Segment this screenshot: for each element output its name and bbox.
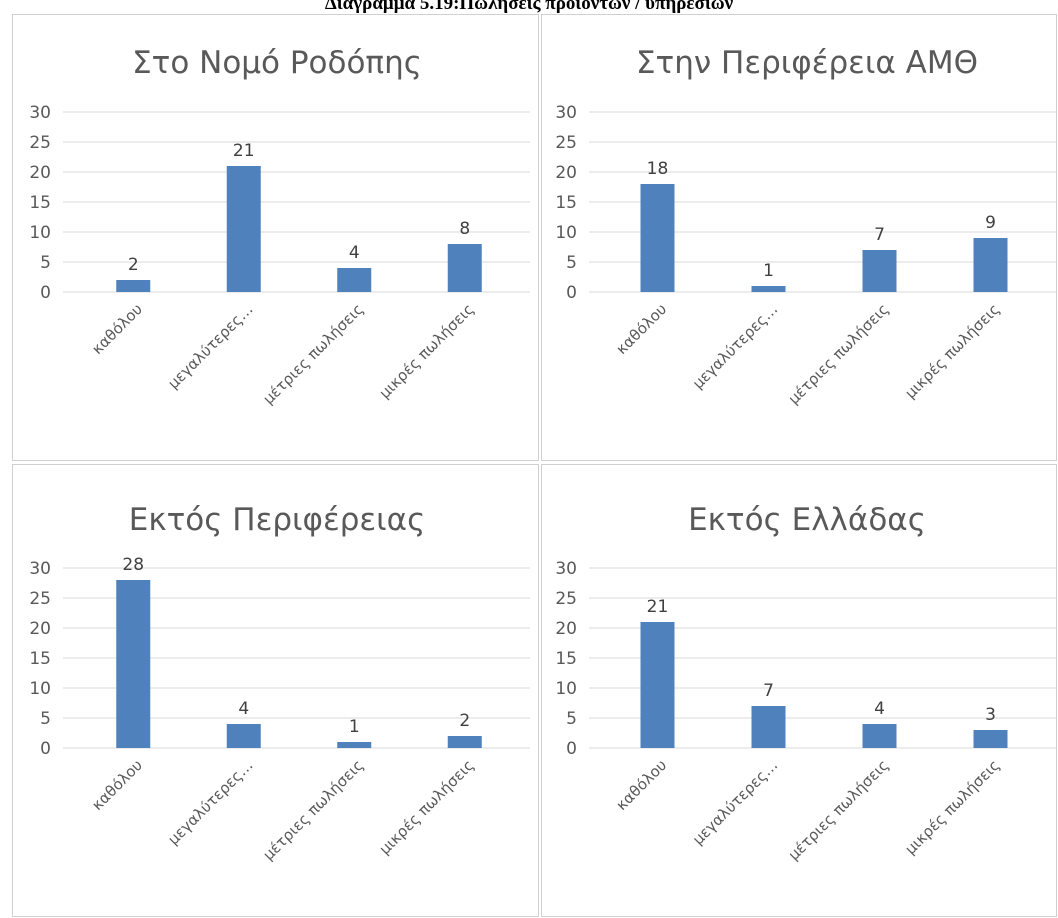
y-tick-label: 10 <box>555 679 577 699</box>
y-tick-label: 15 <box>555 649 577 669</box>
bar <box>973 730 1008 748</box>
bar <box>751 706 786 748</box>
category-label: καθόλου <box>88 756 146 814</box>
data-label: 21 <box>647 597 669 617</box>
chart-title: Στην Περιφέρεια ΑΜΘ <box>636 45 978 81</box>
category-label: μεγαλύτερες… <box>689 300 781 392</box>
data-label: 4 <box>874 699 885 719</box>
category-label: μέτριες πωλήσεις <box>259 756 367 864</box>
y-tick-label: 5 <box>566 709 577 729</box>
data-label: 3 <box>985 705 996 725</box>
data-label: 1 <box>349 717 360 737</box>
bar <box>862 724 897 748</box>
chart-title: Εκτός Ελλάδας <box>688 502 926 538</box>
chart-panel-outside-greece: Εκτός Ελλάδας 0 5 10 15 20 25 30 21 καθόλου 7 μεγαλ… <box>541 464 1057 917</box>
data-label: 1 <box>763 261 774 281</box>
y-tick-label: 10 <box>29 679 51 699</box>
data-label: 28 <box>122 555 144 575</box>
data-label: 18 <box>647 159 669 179</box>
bar <box>447 736 482 748</box>
chart-panel-amth: Στην Περιφέρεια ΑΜΘ 0 5 10 15 20 25 30 18 καθόλου… <box>541 14 1057 461</box>
data-label: 4 <box>349 243 360 263</box>
bar <box>973 238 1008 292</box>
data-label: 7 <box>874 225 885 245</box>
data-label: 21 <box>233 141 255 161</box>
chart-svg: Εκτός Περιφέρειας 0 5 10 15 20 25 30 28 καθόλου 4 μ… <box>29 502 530 864</box>
y-tick-label: 5 <box>566 253 577 273</box>
bar <box>447 244 482 292</box>
bar <box>751 286 786 292</box>
y-tick-label: 0 <box>40 283 51 303</box>
y-tick-label: 25 <box>555 133 577 153</box>
category-label: μέτριες πωλήσεις <box>785 300 893 408</box>
y-tick-label: 20 <box>29 619 51 639</box>
chart-svg: Εκτός Ελλάδας 0 5 10 15 20 25 30 21 καθόλου 7 μεγαλ… <box>555 502 1056 864</box>
chart-panel-outside-region: Εκτός Περιφέρειας 0 5 10 15 20 25 30 28 καθόλου 4 μ… <box>12 464 539 917</box>
page-title: Διάγραμμα 5.19:Πωλήσεις προϊόντων / υπηρ… <box>324 0 734 14</box>
bar <box>226 724 261 748</box>
category-label: μικρές πωλήσεις <box>376 300 478 402</box>
bar <box>337 742 372 748</box>
y-tick-label: 5 <box>40 709 51 729</box>
bar <box>640 622 675 748</box>
category-label: μικρές πωλήσεις <box>901 300 1003 402</box>
y-tick-label: 30 <box>555 559 577 579</box>
y-tick-label: 5 <box>40 253 51 273</box>
chart-svg: Στο Νομό Ροδόπης 0 5 10 15 20 25 30 2 καθόλου 21 με… <box>29 45 530 408</box>
bar <box>337 268 372 292</box>
data-label: 9 <box>985 213 996 233</box>
category-label: μικρές πωλήσεις <box>376 756 478 858</box>
category-label: μεγαλύτερες… <box>689 756 781 848</box>
bar <box>862 250 897 292</box>
chart-svg: Στην Περιφέρεια ΑΜΘ 0 5 10 15 20 25 30 18 καθόλου… <box>555 45 1056 408</box>
y-tick-label: 0 <box>40 739 51 759</box>
chart-title: Εκτός Περιφέρειας <box>129 502 426 538</box>
data-label: 4 <box>238 699 249 719</box>
bar <box>640 184 675 292</box>
y-tick-label: 15 <box>29 649 51 669</box>
y-tick-label: 25 <box>29 589 51 609</box>
category-label: καθόλου <box>612 300 670 358</box>
category-label: καθόλου <box>88 300 146 358</box>
category-label: μέτριες πωλήσεις <box>785 756 893 864</box>
category-label: καθόλου <box>612 756 670 814</box>
y-tick-label: 25 <box>29 133 51 153</box>
y-tick-label: 20 <box>555 163 577 183</box>
y-tick-label: 30 <box>29 103 51 123</box>
y-tick-label: 15 <box>555 193 577 213</box>
y-tick-label: 20 <box>555 619 577 639</box>
category-label: μέτριες πωλήσεις <box>259 300 367 408</box>
y-tick-label: 30 <box>29 559 51 579</box>
chart-title: Στο Νομό Ροδόπης <box>132 45 422 81</box>
y-tick-label: 10 <box>29 223 51 243</box>
y-tick-label: 20 <box>29 163 51 183</box>
category-label: μικρές πωλήσεις <box>901 756 1003 858</box>
y-tick-label: 0 <box>566 739 577 759</box>
data-label: 7 <box>763 681 774 701</box>
y-tick-label: 25 <box>555 589 577 609</box>
bar <box>116 580 151 748</box>
bar <box>226 166 261 292</box>
y-tick-label: 15 <box>29 193 51 213</box>
y-tick-label: 10 <box>555 223 577 243</box>
y-tick-label: 0 <box>566 283 577 303</box>
data-label: 8 <box>459 219 470 239</box>
bar <box>116 280 151 292</box>
category-label: μεγαλύτερες… <box>164 756 256 848</box>
category-label: μεγαλύτερες… <box>164 300 256 392</box>
data-label: 2 <box>459 711 470 731</box>
chart-panel-rodopi: Στο Νομό Ροδόπης 0 5 10 15 20 25 30 2 καθόλου 21 με… <box>12 14 539 461</box>
data-label: 2 <box>128 255 139 275</box>
y-tick-label: 30 <box>555 103 577 123</box>
